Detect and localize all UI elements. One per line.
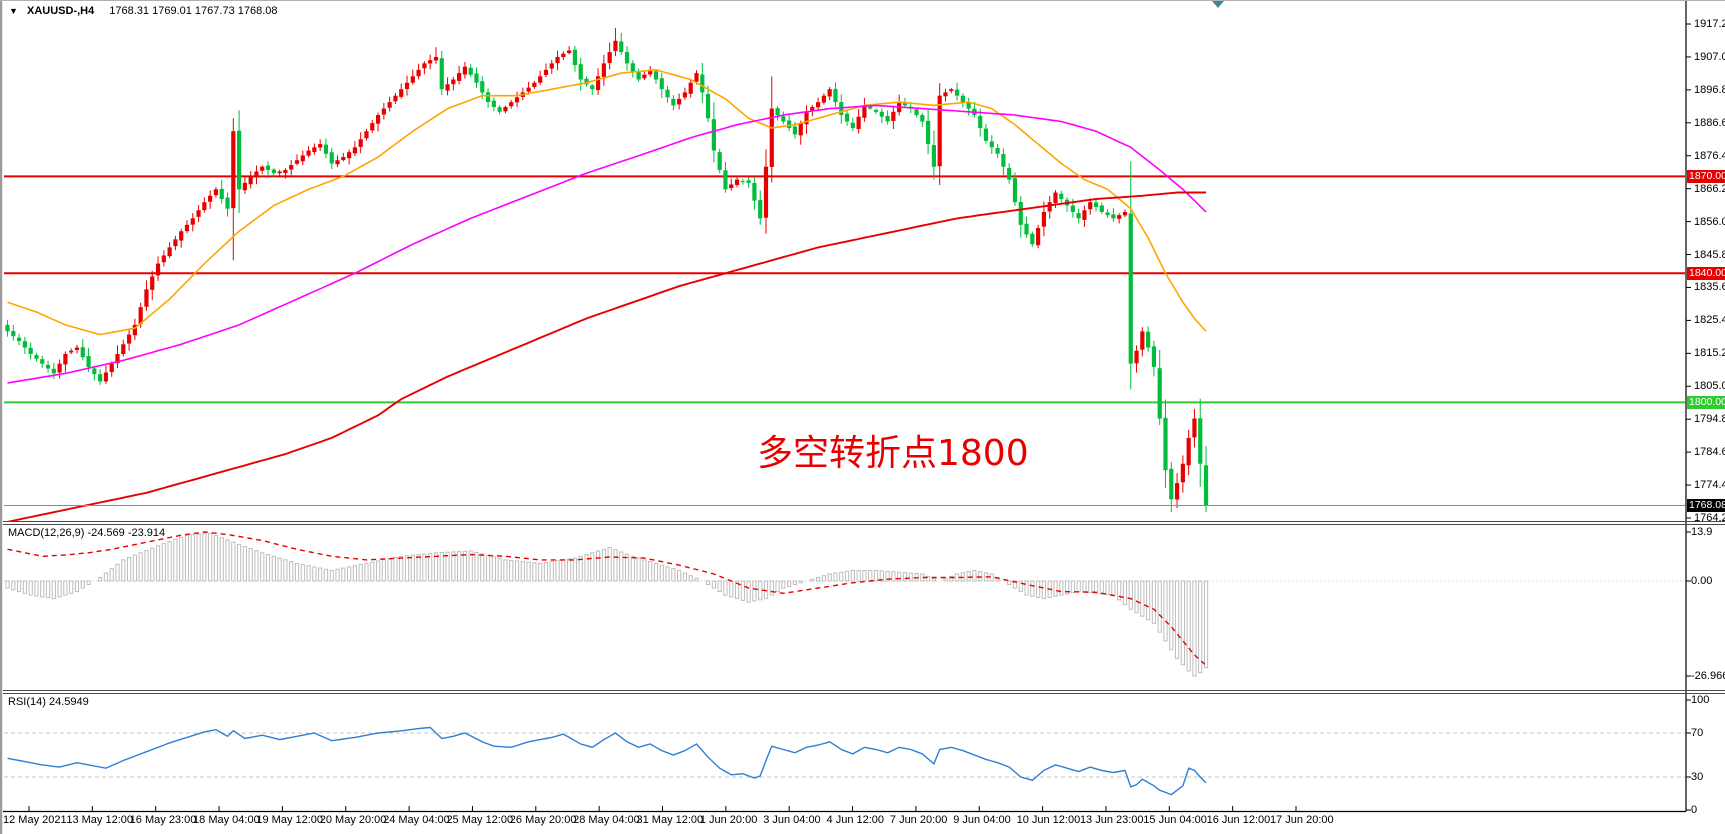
time-axis-label: 13 May 12:00	[66, 814, 133, 826]
macd-axis-tick: -26.966	[1691, 670, 1725, 683]
price-axis-tick: 1866.20	[1694, 182, 1725, 195]
time-axis-label: 25 May 12:00	[446, 814, 514, 826]
time-axis-label: 19 May 12:00	[256, 814, 324, 826]
price-axis-tick: 1784.60	[1694, 446, 1725, 459]
time-axis-label: 13 Jun 23:00	[1079, 814, 1144, 826]
price-axis-tick: 1876.40	[1694, 149, 1725, 162]
level-price-tag[interactable]: 1800.00	[1687, 395, 1725, 409]
time-axis-label: 28 May 04:00	[573, 814, 640, 826]
time-axis-label: 9 Jun 04:00	[953, 814, 1011, 826]
price-axis-tick: 1815.20	[1694, 347, 1725, 360]
price-axis-tick: 1917.20	[1694, 18, 1725, 30]
level-price-tag[interactable]: 1840.00	[1687, 266, 1725, 280]
time-axis-label: 20 May 20:00	[319, 814, 387, 826]
rsi-axis-tick: 30	[1691, 771, 1704, 783]
rsi-axis-tick: 100	[1691, 694, 1710, 706]
chart-shift-marker-icon[interactable]	[1212, 1, 1224, 8]
level-price-tag[interactable]: 1870.00	[1687, 169, 1725, 183]
price-axis-tick: 1764.20	[1694, 511, 1725, 524]
price-axis-tick: 1774.40	[1694, 479, 1725, 492]
price-axis-tick: 1886.60	[1694, 116, 1725, 129]
price-axis-tick: 1835.60	[1694, 281, 1725, 294]
time-axis-label: 16 May 23:00	[129, 814, 197, 826]
time-axis-label: 16 Jun 12:00	[1206, 814, 1271, 826]
time-axis-label: 12 May 2021	[3, 814, 67, 826]
current-price-tag[interactable]: 1768.08	[1687, 498, 1725, 512]
window-left-border	[0, 0, 3, 834]
time-axis-label: 7 Jun 20:00	[889, 814, 948, 826]
time-axis-label: 10 Jun 12:00	[1016, 814, 1081, 826]
rsi-indicator-label: RSI(14) 24.5949	[8, 696, 89, 708]
time-axis-label: 4 Jun 12:00	[826, 814, 885, 826]
price-axis-tick: 1896.80	[1694, 83, 1725, 96]
macd-indicator-label: MACD(12,26,9) -24.569 -23.914	[8, 527, 166, 539]
price-axis-tick: 1794.80	[1694, 413, 1725, 426]
price-axis-tick: 1805.00	[1694, 380, 1725, 393]
macd-axis-tick: 13.9	[1691, 526, 1713, 538]
dropdown-arrow-icon[interactable]: ▼	[9, 6, 18, 16]
ohlc-values: 1768.31 1769.01 1767.73 1768.08	[109, 5, 278, 17]
time-axis-label: 17 Jun 20:00	[1270, 814, 1334, 826]
window-top-border	[0, 0, 1725, 1]
chart-text-annotation[interactable]: 多空转折点1800	[757, 433, 1029, 474]
macd-axis-tick: 0.00	[1691, 575, 1713, 587]
time-axis-label: 3 Jun 04:00	[763, 814, 821, 826]
time-axis-label: 1 Jun 20:00	[699, 814, 758, 826]
price-axis-tick: 1856.00	[1694, 215, 1725, 228]
price-axis-tick: 1845.80	[1694, 248, 1725, 261]
time-axis-label: 15 Jun 04:00	[1143, 814, 1207, 826]
price-axis-tick: 1907.00	[1694, 50, 1725, 63]
price-axis-tick: 1825.40	[1694, 314, 1725, 327]
rsi-axis-tick: 70	[1691, 727, 1704, 739]
rsi-axis-tick: 0	[1691, 804, 1698, 816]
time-axis-label: 24 May 04:00	[383, 814, 450, 826]
time-axis-label: 26 May 20:00	[509, 814, 577, 826]
time-axis-label: 18 May 04:00	[193, 814, 260, 826]
chart-title: ▼ XAUUSD-,H4 1768.31 1769.01 1767.73 176…	[9, 5, 278, 17]
symbol-period-label: XAUUSD-,H4	[26, 5, 95, 17]
time-axis-label: 31 May 12:00	[636, 814, 704, 826]
